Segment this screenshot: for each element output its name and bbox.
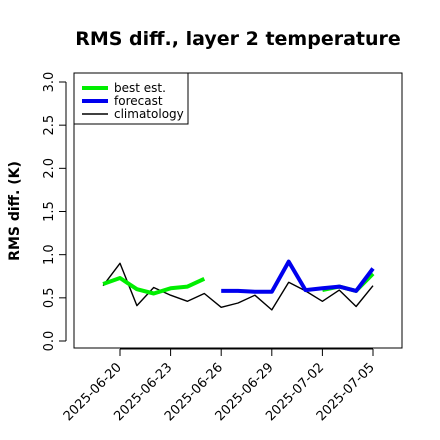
y-tick-label: 0.5 bbox=[42, 287, 57, 308]
y-tick-label: 1.0 bbox=[42, 244, 57, 265]
chart-title: RMS diff., layer 2 temperature bbox=[75, 28, 401, 50]
legend-label: best est. bbox=[114, 81, 166, 95]
legend-label: climatology bbox=[114, 107, 184, 121]
y-axis: 0.0 0.5 1.0 1.5 2.0 2.5 3.0 bbox=[42, 72, 67, 352]
legend-label: forecast bbox=[114, 94, 163, 108]
y-tick-label: 2.5 bbox=[42, 115, 57, 136]
y-tick-label: 0.0 bbox=[42, 331, 57, 352]
series-line-best-est bbox=[102, 276, 206, 296]
y-tick-label: 2.0 bbox=[42, 158, 57, 179]
series-line-forecast bbox=[221, 259, 375, 294]
y-tick-label: 3.0 bbox=[42, 72, 57, 93]
series-layer bbox=[102, 259, 375, 311]
plot-frame bbox=[73, 72, 403, 349]
y-tick-label: 1.5 bbox=[42, 201, 57, 222]
x-axis: 2025-06-202025-06-232025-06-262025-06-29… bbox=[61, 348, 378, 424]
y-axis-label: RMS diff. (K) bbox=[7, 161, 23, 261]
legend-box bbox=[73, 72, 189, 125]
